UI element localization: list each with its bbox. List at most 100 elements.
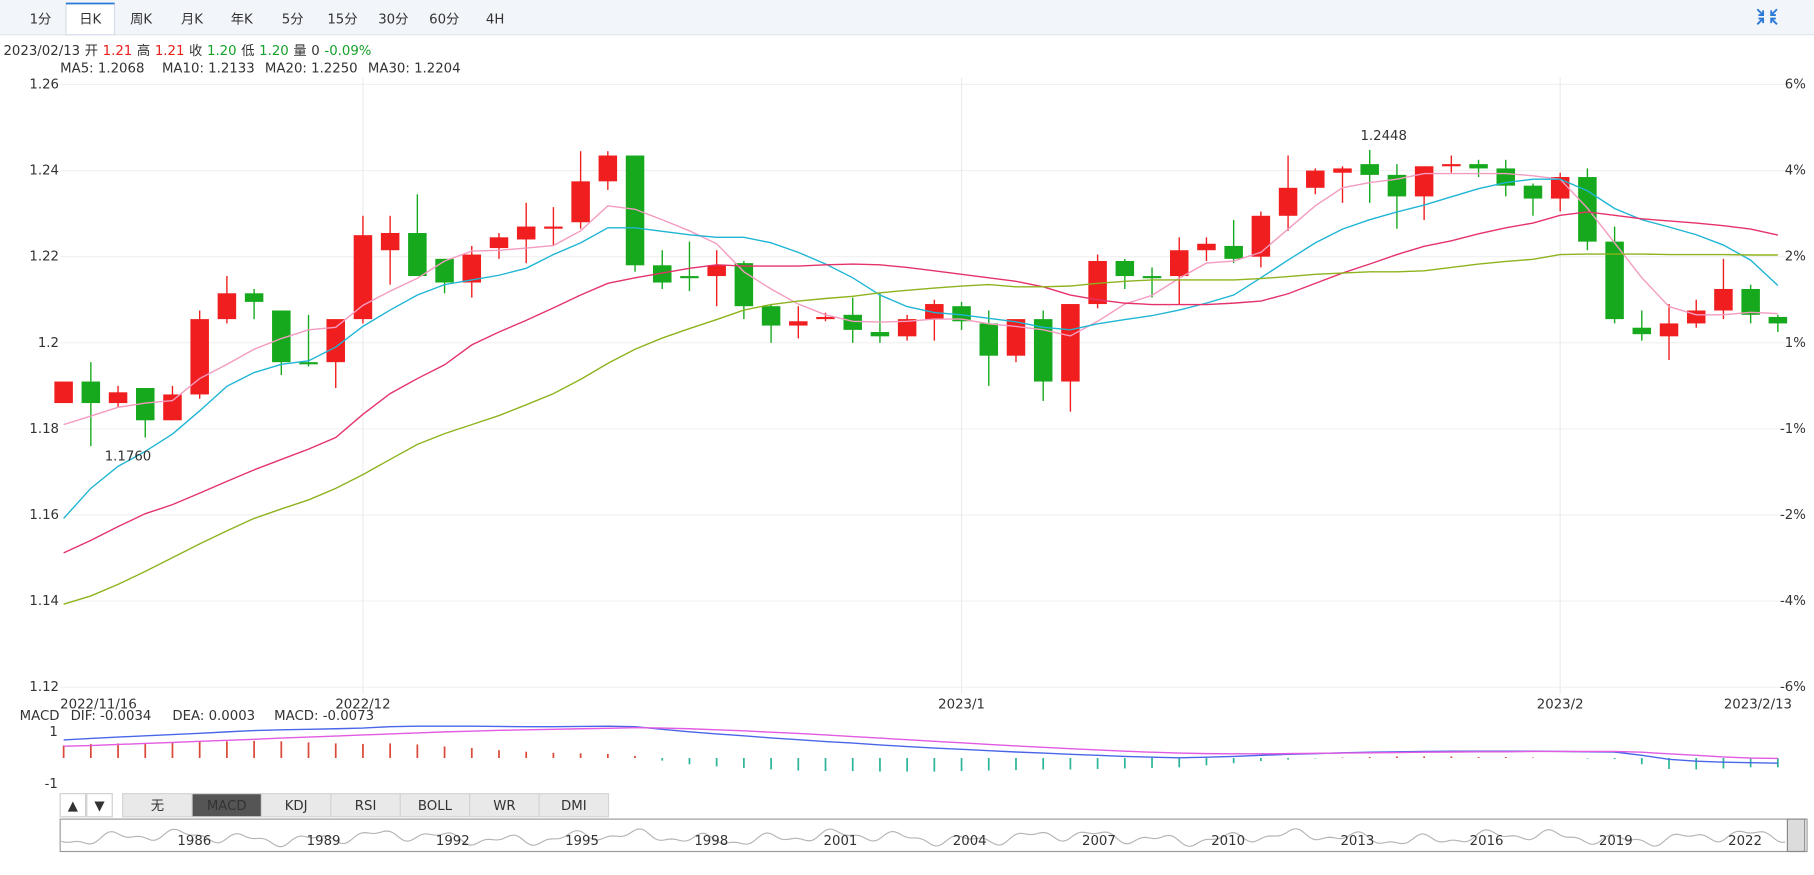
candle-body: [1006, 319, 1026, 356]
right-axis-label: -1%: [1780, 422, 1806, 437]
moving-average-legend: MA10: 1.2133: [162, 61, 255, 76]
timeframe-tab[interactable]: 周K: [130, 13, 152, 28]
indicator-tab-label[interactable]: KDJ: [285, 799, 308, 814]
macd-histogram-bar: [1178, 757, 1181, 768]
candle-body: [843, 314, 862, 330]
navigator-frame: [59, 818, 1808, 853]
y-tick-label: 1.22: [29, 250, 59, 265]
timeframe-tab[interactable]: 月K: [181, 13, 203, 28]
candle-body: [1523, 185, 1543, 199]
candle-body: [761, 306, 781, 326]
macd-histogram-bar: [879, 757, 881, 772]
candle-body: [625, 155, 645, 266]
candle-body: [897, 319, 917, 337]
indicator-tab[interactable]: [538, 793, 610, 818]
y-tick-label: 1.26: [29, 77, 59, 92]
x-tick-label: 2023/1: [938, 698, 985, 713]
scale-button-label[interactable]: ▲: [68, 799, 79, 814]
y-tick-label: 1.16: [29, 508, 59, 523]
indicator-tab-label[interactable]: DMI: [561, 799, 587, 814]
macd-histogram-bar: [253, 740, 255, 758]
macd-histogram-bar: [144, 742, 147, 758]
macd-histogram-bar: [1042, 757, 1045, 770]
quote-info-part: 开: [85, 44, 98, 59]
y-tick-label: 1.2: [38, 336, 59, 351]
x-tick-label: 2023/2: [1537, 698, 1584, 713]
x-tick-label: 2023/2/13: [1724, 698, 1792, 713]
timeframe-tab[interactable]: 15分: [327, 12, 357, 28]
macd-histogram-bar: [1504, 756, 1507, 758]
macd-histogram-bar: [89, 743, 92, 758]
macd-histogram-bar: [171, 742, 174, 758]
right-axis-label: -6%: [1780, 680, 1806, 695]
macd-histogram-bar: [1722, 757, 1725, 769]
scale-button[interactable]: [59, 793, 87, 818]
right-axis-label: -4%: [1780, 594, 1806, 609]
timeframe-tab[interactable]: 60分: [429, 12, 459, 28]
indicator-tab-label[interactable]: 无: [151, 799, 164, 814]
macd-histogram-bar: [226, 741, 228, 758]
candle-body: [1278, 187, 1298, 216]
indicator-tab-label[interactable]: MACD: [207, 799, 247, 814]
timeframe-tab[interactable]: 1分: [30, 12, 52, 28]
navigator-year-label: 2001: [824, 834, 858, 849]
moving-average-legend: MA20: 1.2250: [265, 61, 358, 76]
indicator-tab-label[interactable]: WR: [493, 799, 515, 814]
right-axis-label: 2%: [1785, 250, 1806, 265]
fullscreen-icon[interactable]: [1756, 8, 1778, 25]
timeframe-tab[interactable]: 4H: [486, 13, 504, 28]
candle-body: [1142, 276, 1162, 279]
right-axis-label: -2%: [1780, 508, 1806, 523]
candle-body: [1550, 177, 1570, 199]
candle-body: [707, 265, 726, 277]
navigator-handle[interactable]: [1786, 818, 1806, 853]
candle-body: [1088, 260, 1107, 305]
navigator-year-label: 2004: [953, 834, 987, 849]
indicator-tab-label[interactable]: BOLL: [418, 799, 453, 814]
moving-average-line: [63, 253, 1778, 605]
moving-average-legend: MA5: 1.2068: [60, 61, 144, 76]
navigator-year-label: 2013: [1340, 834, 1374, 849]
scale-button[interactable]: [86, 793, 113, 818]
macd-histogram-bar: [661, 757, 664, 761]
quote-info-part: -0.09%: [324, 44, 371, 59]
timeframe-tab[interactable]: 日K: [79, 13, 101, 28]
macd-histogram-bar: [470, 748, 473, 758]
candle-body: [1605, 241, 1624, 320]
timeframe-tab[interactable]: 5分: [282, 12, 304, 28]
x-tick-label: 2022/11/16: [60, 698, 137, 713]
macd-histogram-bar: [579, 753, 582, 758]
scale-button-label[interactable]: ▼: [94, 799, 105, 814]
navigator-year-label: 1995: [565, 834, 599, 849]
timeframe-tab[interactable]: 30分: [378, 12, 408, 28]
macd-histogram-bar: [1232, 757, 1235, 764]
candle-body: [54, 381, 73, 404]
candle-body: [272, 310, 291, 363]
timeframe-tab[interactable]: 年K: [231, 12, 253, 28]
macd-y-tick-label: 1: [49, 725, 57, 740]
candle-body: [1251, 215, 1271, 257]
navigator-year-label: 2010: [1211, 834, 1245, 849]
macd-histogram-bar: [743, 757, 745, 768]
macd-histogram-bar: [715, 757, 718, 767]
candle-body: [1578, 177, 1597, 242]
quote-info-part: 2023/02/13: [3, 44, 80, 59]
y-tick-label: 1.14: [29, 594, 59, 609]
candle-body: [1741, 288, 1760, 315]
candle-body: [979, 323, 999, 356]
max-annotation: 1.2448: [1360, 129, 1407, 144]
macd-histogram-bar: [307, 742, 310, 758]
candle-body: [1033, 319, 1053, 382]
macd-histogram-bar: [1287, 757, 1289, 760]
indicator-tab-label[interactable]: RSI: [355, 799, 377, 814]
macd-histogram-bar: [688, 757, 691, 765]
macd-histogram-bar: [280, 741, 283, 758]
macd-histogram-bar: [1015, 757, 1017, 770]
macd-line: [63, 727, 1778, 760]
macd-histogram-bar: [606, 753, 609, 758]
moving-average-line: [63, 178, 1779, 519]
candle-body: [680, 276, 699, 279]
candle-body: [1714, 288, 1733, 311]
candle-body: [1659, 323, 1679, 337]
macd-histogram-bar: [1096, 757, 1099, 769]
